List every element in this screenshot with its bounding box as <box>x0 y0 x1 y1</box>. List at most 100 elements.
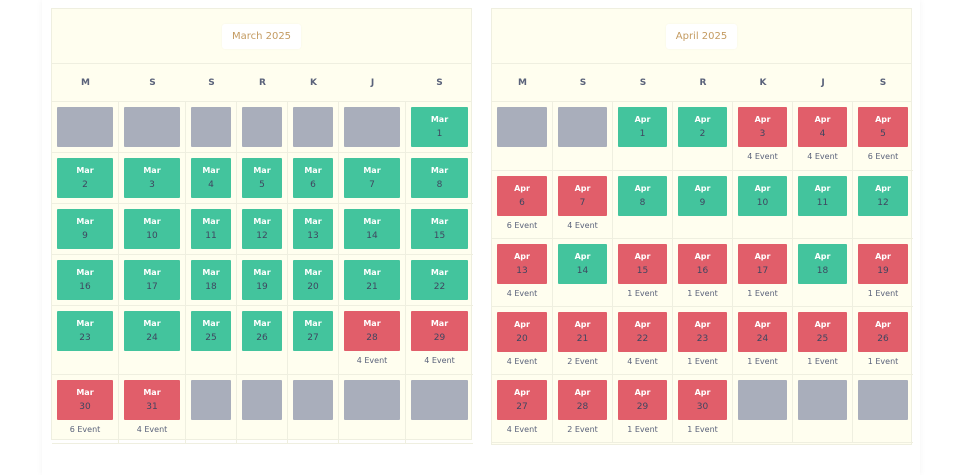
day-available[interactable]: Mar 26 <box>242 311 282 351</box>
calendar-cell <box>339 375 406 444</box>
day-month: Apr <box>514 388 530 397</box>
day-available[interactable]: Apr 11 <box>798 176 847 216</box>
event-count: 4 Event <box>567 221 598 230</box>
day-month: Mar <box>363 217 381 226</box>
day-available[interactable]: Mar 22 <box>411 260 468 300</box>
day-number: 21 <box>366 282 378 292</box>
day-busy[interactable]: Apr 28 <box>558 380 607 420</box>
day-available[interactable]: Mar 10 <box>124 209 180 249</box>
day-busy[interactable]: Apr 15 <box>618 244 667 284</box>
calendar-title: March 2025 <box>221 23 302 49</box>
day-available[interactable]: Mar 5 <box>242 158 282 198</box>
day-available[interactable]: Apr 2 <box>678 107 727 147</box>
day-available[interactable]: Apr 12 <box>858 176 908 216</box>
day-available[interactable]: Mar 2 <box>57 158 113 198</box>
calendar-cell: Apr 4 4 Event <box>793 102 853 171</box>
day-number: 9 <box>699 198 706 208</box>
day-month: Apr <box>754 115 771 124</box>
calendar-cell <box>733 375 793 443</box>
event-count: 1 Event <box>867 357 899 366</box>
calendar-cell <box>406 375 473 444</box>
day-month: Mar <box>430 319 449 328</box>
event-count: 2 Event <box>567 357 598 366</box>
day-busy[interactable]: Apr 24 <box>738 312 787 352</box>
calendar-cell: Apr 6 6 Event <box>492 171 553 239</box>
day-busy[interactable]: Apr 3 <box>738 107 787 147</box>
day-month: Apr <box>814 115 831 124</box>
day-available[interactable]: Apr 1 <box>618 107 667 147</box>
day-available[interactable]: Mar 8 <box>411 158 468 198</box>
day-busy[interactable]: Apr 19 <box>858 244 908 284</box>
weekday-label: S <box>149 77 156 88</box>
day-busy[interactable]: Apr 16 <box>678 244 727 284</box>
day-busy[interactable]: Apr 17 <box>738 244 787 284</box>
day-busy[interactable]: Apr 30 <box>678 380 727 420</box>
day-busy[interactable]: Mar 28 <box>344 311 400 351</box>
day-available[interactable]: Apr 10 <box>738 176 787 216</box>
day-available[interactable]: Mar 14 <box>344 209 400 249</box>
day-available[interactable]: Apr 9 <box>678 176 727 216</box>
day-busy[interactable]: Mar 31 <box>124 380 180 420</box>
day-available[interactable]: Mar 1 <box>411 107 468 147</box>
day-available[interactable]: Mar 19 <box>242 260 282 300</box>
empty-day-slot <box>57 107 113 147</box>
empty-day-slot <box>293 380 333 420</box>
weekday-label: M <box>81 77 90 88</box>
day-month: Apr <box>514 184 530 193</box>
day-available[interactable]: Mar 9 <box>57 209 113 249</box>
day-busy[interactable]: Apr 27 <box>497 380 547 420</box>
day-month: Apr <box>814 252 831 261</box>
day-available[interactable]: Mar 24 <box>124 311 180 351</box>
weekday-label: M <box>518 77 527 88</box>
day-busy[interactable]: Apr 13 <box>497 244 547 284</box>
day-available[interactable]: Apr 8 <box>618 176 667 216</box>
day-available[interactable]: Mar 25 <box>191 311 231 351</box>
day-busy[interactable]: Apr 20 <box>497 312 547 352</box>
day-available[interactable]: Mar 17 <box>124 260 180 300</box>
day-busy[interactable]: Apr 6 <box>497 176 547 216</box>
day-available[interactable]: Apr 14 <box>558 244 607 284</box>
day-available[interactable]: Mar 13 <box>293 209 333 249</box>
day-month: Mar <box>76 388 94 397</box>
day-busy[interactable]: Apr 26 <box>858 312 908 352</box>
day-available[interactable]: Apr 18 <box>798 244 847 284</box>
day-available[interactable]: Mar 6 <box>293 158 333 198</box>
calendar-cell: Apr 3 4 Event <box>733 102 793 171</box>
day-number: 22 <box>636 334 649 344</box>
calendar-cell: Mar 31 4 Event <box>119 375 186 444</box>
day-busy[interactable]: Mar 30 <box>57 380 113 420</box>
day-busy[interactable]: Apr 25 <box>798 312 847 352</box>
calendar-cell: Apr 15 1 Event <box>613 239 673 307</box>
calendar-cell: Mar 16 <box>52 255 119 306</box>
day-month: Apr <box>694 252 711 261</box>
day-available[interactable]: Mar 4 <box>191 158 231 198</box>
day-available[interactable]: Mar 21 <box>344 260 400 300</box>
calendar-cell: Apr 27 4 Event <box>492 375 553 443</box>
day-available[interactable]: Mar 7 <box>344 158 400 198</box>
weekday-label: K <box>310 77 317 88</box>
day-busy[interactable]: Mar 29 <box>411 311 468 351</box>
day-available[interactable]: Mar 12 <box>242 209 282 249</box>
day-busy[interactable]: Apr 5 <box>858 107 908 147</box>
day-available[interactable]: Mar 20 <box>293 260 333 300</box>
day-available[interactable]: Mar 18 <box>191 260 231 300</box>
day-busy[interactable]: Apr 4 <box>798 107 847 147</box>
day-busy[interactable]: Apr 22 <box>618 312 667 352</box>
day-available[interactable]: Mar 3 <box>124 158 180 198</box>
day-available[interactable]: Mar 16 <box>57 260 113 300</box>
day-available[interactable]: Mar 27 <box>293 311 333 351</box>
day-busy[interactable]: Apr 29 <box>618 380 667 420</box>
day-available[interactable]: Mar 15 <box>411 209 468 249</box>
calendar-cell: Apr 29 1 Event <box>613 375 673 443</box>
event-count: 1 Event <box>747 357 778 366</box>
day-busy[interactable]: Apr 23 <box>678 312 727 352</box>
day-available[interactable]: Mar 23 <box>57 311 113 351</box>
day-number: 16 <box>79 282 91 292</box>
day-busy[interactable]: Apr 21 <box>558 312 607 352</box>
day-busy[interactable]: Apr 7 <box>558 176 607 216</box>
day-number: 29 <box>636 402 649 412</box>
day-available[interactable]: Mar 11 <box>191 209 231 249</box>
event-count: 6 Event <box>69 425 101 434</box>
calendar-cell <box>492 102 553 171</box>
